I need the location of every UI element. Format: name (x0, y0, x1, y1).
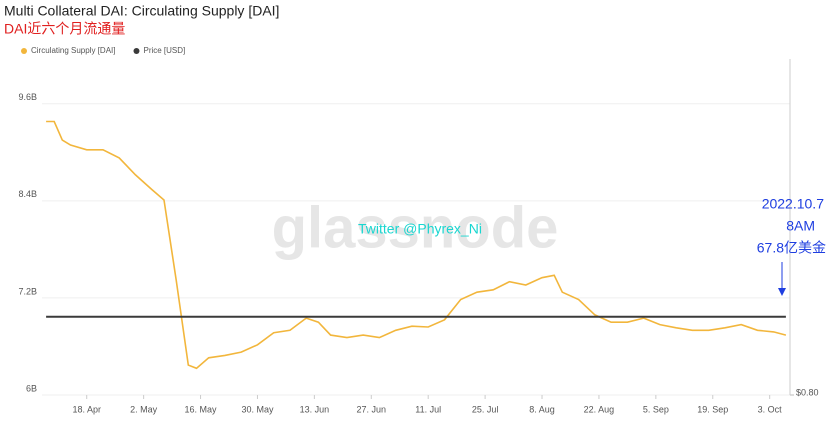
x-tick-label: 3. Oct (758, 404, 783, 414)
x-tick-label: 30. May (241, 404, 274, 414)
y-tick-label: 6B (26, 383, 37, 393)
x-tick-label: 8. Aug (529, 404, 555, 414)
legend-label: Circulating Supply [DAI] (31, 46, 115, 55)
x-tick-label: 13. Jun (300, 404, 330, 414)
watermark: glassnode (272, 195, 559, 260)
credit: Twitter @Phyrex_Ni (358, 221, 482, 237)
chart-subtitle: DAI近六个月流通量 (4, 21, 125, 37)
chart-title: Multi Collateral DAI: Circulating Supply… (4, 3, 279, 19)
x-tick-label: 11. Jul (415, 404, 441, 414)
annotation: 67.8亿美金 (757, 240, 826, 256)
series-line (46, 120, 787, 370)
annotation: 2022.10.7 (762, 196, 824, 212)
y-tick-label: 8.4B (18, 189, 37, 199)
x-tick-label: 27. Jun (357, 404, 387, 414)
x-tick-label: 22. Aug (584, 404, 615, 414)
legend-label: Price [USD] (143, 46, 185, 55)
x-tick-label: 25. Jul (472, 404, 499, 414)
legend-marker (21, 48, 27, 54)
y2-tick-label: $0.80 (796, 387, 819, 397)
legend-marker (133, 48, 140, 54)
arrow-head (778, 288, 786, 296)
annotation: 8AM (786, 218, 815, 234)
y-tick-label: 7.2B (18, 286, 37, 296)
x-tick-label: 19. Sep (697, 404, 728, 414)
y-tick-label: 9.6B (18, 92, 37, 102)
x-tick-label: 5. Sep (643, 404, 669, 414)
x-tick-label: 16. May (185, 404, 218, 414)
x-tick-label: 2. May (130, 404, 158, 414)
x-tick-label: 18. Apr (72, 404, 101, 414)
